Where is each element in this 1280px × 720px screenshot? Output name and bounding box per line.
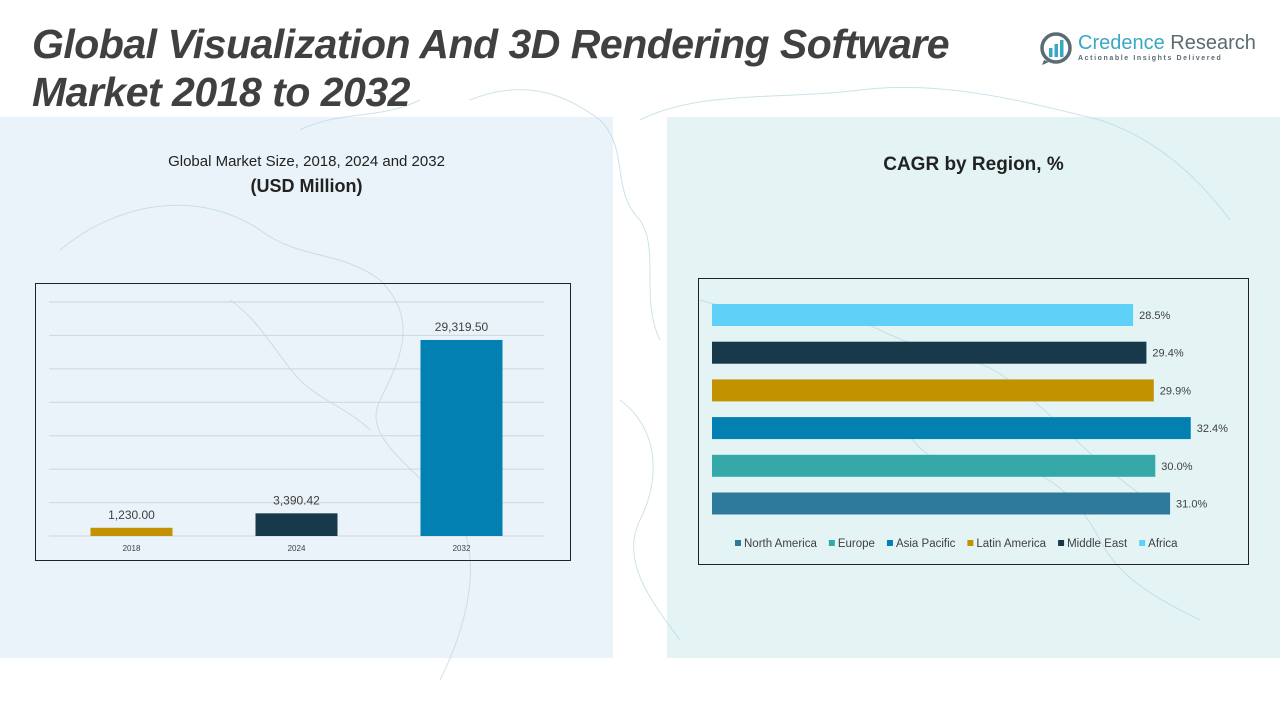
- data-label-north-america: 31.0%: [1176, 499, 1207, 511]
- legend-swatch-middle-east: [1058, 540, 1065, 546]
- title-line-2: Market 2018 to 2032: [32, 69, 410, 115]
- data-label-2032: 29,319.50: [435, 320, 489, 334]
- bar-asia-pacific: [712, 417, 1191, 440]
- legend-item-latin-america: Latin America: [976, 538, 1046, 550]
- legend-swatch-africa: [1139, 540, 1146, 546]
- legend-swatch-europe: [828, 540, 835, 546]
- market-size-bar-chart: 1,230.00 2018 3,390.42 2024 29,319.50 2032: [35, 283, 571, 561]
- bar-middle-east: [712, 341, 1147, 364]
- legend-item-asia-pacific: Asia Pacific: [896, 538, 956, 550]
- data-label-2024: 3,390.42: [273, 493, 320, 507]
- cagr-chart-title: CAGR by Region, %: [883, 154, 1064, 175]
- logo-name: Credence Research: [1078, 32, 1256, 54]
- bar-2032: [420, 339, 503, 536]
- cagr-bar-chart: 28.5% 29.4% 29.9% 32.4% 30.0% 31.0% North Amer…: [698, 278, 1249, 565]
- data-label-africa: 28.5%: [1139, 310, 1170, 322]
- bar-africa: [712, 304, 1134, 326]
- bar-europe: [712, 454, 1156, 477]
- legend-item-north-america: North America: [744, 538, 817, 550]
- legend-swatch-latin-america: [967, 540, 974, 546]
- logo-tagline: Actionable Insights Delivered: [1078, 55, 1223, 62]
- x-tick-2018: 2018: [123, 544, 141, 553]
- data-label-2018: 1,230.00: [108, 508, 155, 522]
- credence-research-logo: Credence Research Actionable Insights De…: [1040, 30, 1260, 70]
- bar-2024: [255, 513, 338, 536]
- cagr-chart-svg: 28.5% 29.4% 29.9% 32.4% 30.0% 31.0% North Amer…: [712, 304, 1228, 550]
- data-label-middle-east: 29.4%: [1152, 348, 1183, 360]
- x-tick-2032: 2032: [453, 544, 471, 553]
- market-size-chart-svg: 1,230.00 2018 3,390.42 2024 29,319.50 2032: [49, 301, 544, 553]
- data-label-asia-pacific: 32.4%: [1197, 423, 1228, 435]
- bar-north-america: [712, 492, 1171, 515]
- market-size-chart-title: Global Market Size, 2018, 2024 and 2032: [168, 153, 445, 170]
- legend-item-africa: Africa: [1148, 538, 1178, 550]
- data-label-europe: 30.0%: [1161, 461, 1192, 473]
- bar-2018: [90, 527, 173, 536]
- legend-item-europe: Europe: [838, 538, 875, 550]
- market-size-chart-unit: (USD Million): [250, 176, 363, 196]
- title-line-1: Global Visualization And 3D Rendering So…: [32, 21, 950, 67]
- page-title: Global Visualization And 3D Rendering So…: [32, 20, 950, 116]
- x-tick-2024: 2024: [288, 544, 306, 553]
- data-label-latin-america: 29.9%: [1160, 385, 1191, 397]
- legend-swatch-asia-pacific: [886, 540, 893, 546]
- logo-chart-icon: [1040, 32, 1072, 65]
- bar-latin-america: [712, 379, 1154, 402]
- legend-item-middle-east: Middle East: [1067, 538, 1128, 550]
- legend-swatch-north-america: [735, 540, 741, 546]
